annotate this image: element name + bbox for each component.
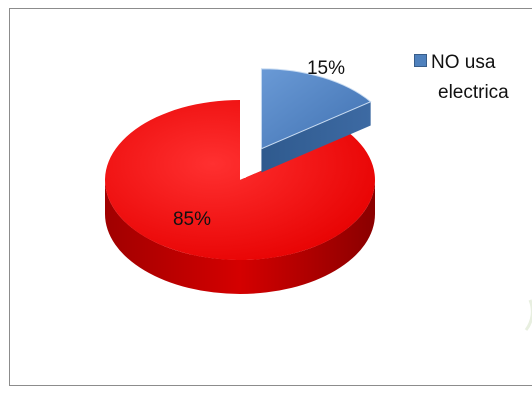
legend-label-line1: NO usa	[431, 52, 496, 73]
legend-entry: NO usa	[414, 48, 509, 78]
decorative-arc	[524, 299, 532, 331]
pie-slice-side	[105, 180, 375, 294]
data-label: 15%	[307, 58, 345, 79]
legend-swatch	[414, 54, 427, 67]
legend: NO usa electrica	[414, 48, 509, 108]
pie-slice	[105, 100, 375, 260]
data-label: 85%	[173, 209, 211, 230]
pie-slice-side	[261, 101, 371, 173]
pie-slice	[260, 68, 372, 150]
legend-label-line2: electrica	[438, 82, 509, 103]
